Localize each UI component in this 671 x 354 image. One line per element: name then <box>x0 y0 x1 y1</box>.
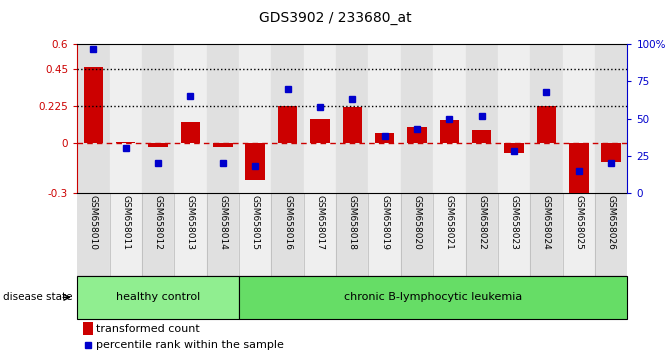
Bar <box>336 44 368 193</box>
Text: chronic B-lymphocytic leukemia: chronic B-lymphocytic leukemia <box>344 292 522 302</box>
Bar <box>174 193 207 276</box>
Bar <box>368 44 401 193</box>
Bar <box>142 44 174 193</box>
Bar <box>116 142 136 143</box>
Bar <box>472 130 491 143</box>
Bar <box>595 44 627 193</box>
Bar <box>109 193 142 276</box>
Bar <box>537 106 556 143</box>
Bar <box>336 193 368 276</box>
Bar <box>563 44 595 193</box>
Text: GSM658012: GSM658012 <box>154 195 162 250</box>
Text: GSM658023: GSM658023 <box>509 195 519 250</box>
Text: transformed count: transformed count <box>97 324 200 333</box>
Bar <box>530 193 563 276</box>
Text: GSM658022: GSM658022 <box>477 195 486 249</box>
Bar <box>530 44 563 193</box>
Bar <box>271 193 304 276</box>
Bar <box>498 193 530 276</box>
Bar <box>83 322 93 335</box>
Text: GSM658015: GSM658015 <box>251 195 260 250</box>
Bar <box>207 44 239 193</box>
Text: GSM658021: GSM658021 <box>445 195 454 250</box>
Bar <box>213 143 233 147</box>
Bar <box>148 143 168 147</box>
Bar <box>271 44 304 193</box>
Bar <box>304 193 336 276</box>
Bar <box>466 193 498 276</box>
Text: GSM658010: GSM658010 <box>89 195 98 250</box>
Text: GSM658020: GSM658020 <box>413 195 421 250</box>
Text: GSM658025: GSM658025 <box>574 195 583 250</box>
Bar <box>343 107 362 143</box>
Bar <box>77 193 109 276</box>
Bar <box>84 67 103 143</box>
Bar <box>601 143 621 161</box>
Bar <box>466 44 498 193</box>
Bar <box>440 120 459 143</box>
Text: GSM658017: GSM658017 <box>315 195 324 250</box>
Bar <box>304 44 336 193</box>
Bar <box>239 44 271 193</box>
Bar <box>180 122 200 143</box>
Bar <box>174 44 207 193</box>
Text: GSM658016: GSM658016 <box>283 195 292 250</box>
Bar <box>142 193 174 276</box>
Text: GDS3902 / 233680_at: GDS3902 / 233680_at <box>259 11 412 25</box>
Text: GSM658011: GSM658011 <box>121 195 130 250</box>
Bar <box>498 44 530 193</box>
Bar <box>278 106 297 143</box>
Bar <box>401 44 433 193</box>
Text: disease state: disease state <box>3 292 73 302</box>
Text: GSM658018: GSM658018 <box>348 195 357 250</box>
Text: GSM658014: GSM658014 <box>218 195 227 250</box>
Bar <box>563 193 595 276</box>
Bar <box>77 276 239 319</box>
Bar <box>239 276 627 319</box>
Text: GSM658026: GSM658026 <box>607 195 616 250</box>
Bar <box>239 193 271 276</box>
Bar <box>109 44 142 193</box>
Bar <box>433 193 466 276</box>
Bar <box>505 143 524 153</box>
Bar <box>310 119 329 143</box>
Bar <box>595 193 627 276</box>
Bar <box>368 193 401 276</box>
Text: GSM658024: GSM658024 <box>542 195 551 249</box>
Bar <box>246 143 265 180</box>
Bar <box>407 127 427 143</box>
Text: healthy control: healthy control <box>116 292 200 302</box>
Text: GSM658013: GSM658013 <box>186 195 195 250</box>
Text: percentile rank within the sample: percentile rank within the sample <box>97 340 285 350</box>
Bar <box>433 44 466 193</box>
Bar <box>401 193 433 276</box>
Bar <box>207 193 239 276</box>
Bar <box>375 133 395 143</box>
Bar <box>569 143 588 198</box>
Text: GSM658019: GSM658019 <box>380 195 389 250</box>
Bar <box>77 44 109 193</box>
